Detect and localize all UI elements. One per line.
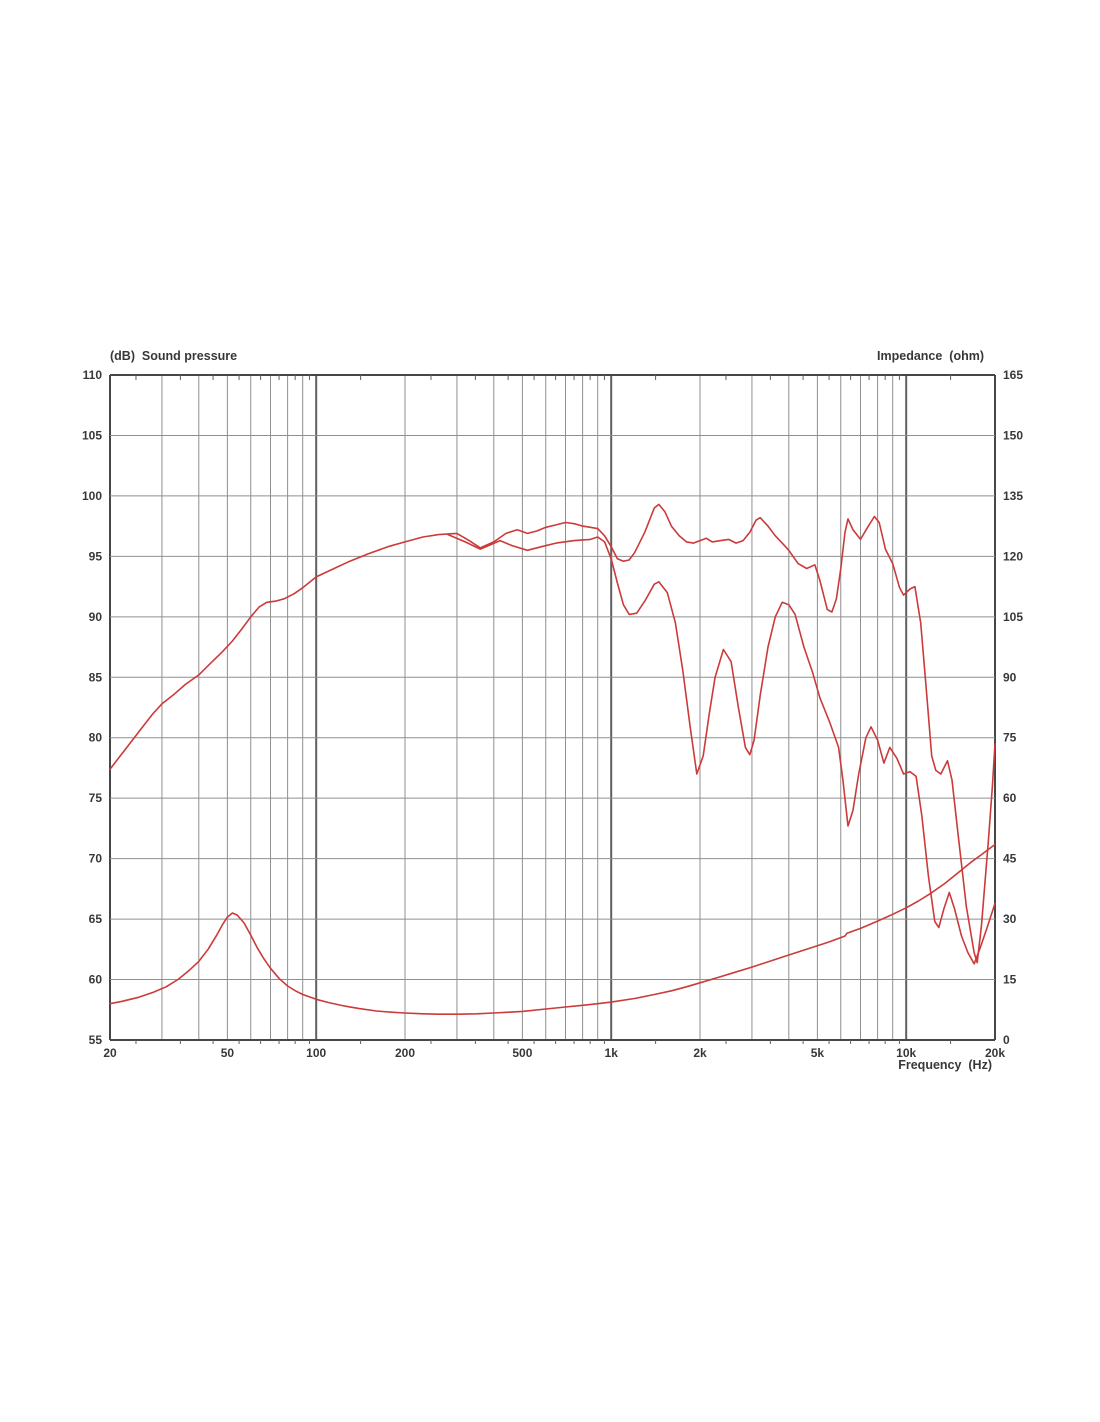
x-tick-label: 10k (896, 1046, 916, 1060)
x-tick-label: 1k (605, 1046, 619, 1060)
sound-pressure-upper-curve (109, 503, 996, 964)
y-left-tick-label: 95 (89, 549, 103, 563)
x-tick-label: 2k (693, 1046, 707, 1060)
y-right-tick-label: 60 (1003, 791, 1017, 805)
y-right-tick-label: 105 (1003, 610, 1023, 624)
left-axis-title: (dB) Sound pressure (110, 349, 238, 363)
sound-pressure-lower-curve (447, 533, 996, 965)
y-right-tick-label: 15 (1003, 973, 1017, 987)
y-right-tick-label: 165 (1003, 368, 1023, 382)
y-right-tick-label: 0 (1003, 1033, 1010, 1047)
y-left-tick-label: 100 (82, 489, 102, 503)
x-tick-label: 200 (395, 1046, 415, 1060)
y-left-tick-label: 65 (89, 912, 103, 926)
y-left-tick-label: 60 (89, 973, 103, 987)
x-tick-label: 5k (811, 1046, 825, 1060)
y-left-tick-label: 85 (89, 670, 103, 684)
y-left-tick-label: 70 (89, 852, 103, 866)
y-left-tick-label: 90 (89, 610, 103, 624)
y-left-tick-label: 105 (82, 428, 102, 442)
y-right-tick-label: 90 (1003, 670, 1017, 684)
y-left-tick-label: 55 (89, 1033, 103, 1047)
x-tick-label: 100 (306, 1046, 326, 1060)
y-left-tick-label: 80 (89, 731, 103, 745)
y-right-tick-label: 75 (1003, 731, 1017, 745)
y-right-tick-label: 30 (1003, 912, 1017, 926)
x-tick-label: 500 (512, 1046, 532, 1060)
x-tick-label: 20k (985, 1046, 1005, 1060)
x-axis-title: Frequency (Hz) (898, 1058, 992, 1072)
right-axis-title: Impedance (ohm) (877, 349, 984, 363)
y-right-tick-label: 45 (1003, 852, 1017, 866)
impedance-curve (109, 843, 996, 1015)
x-tick-label: 20 (103, 1046, 117, 1060)
x-tick-label: 50 (221, 1046, 235, 1060)
y-left-tick-label: 110 (83, 368, 103, 382)
y-right-tick-label: 135 (1003, 489, 1023, 503)
y-left-tick-label: 75 (89, 791, 103, 805)
y-right-tick-label: 120 (1003, 549, 1023, 563)
y-right-tick-label: 150 (1003, 428, 1023, 442)
